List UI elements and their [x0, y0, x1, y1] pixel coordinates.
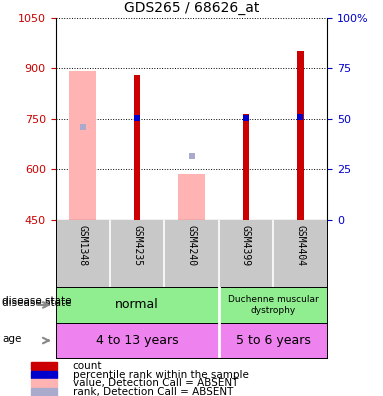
Text: count: count [73, 361, 102, 371]
Text: rank, Detection Call = ABSENT: rank, Detection Call = ABSENT [73, 387, 233, 396]
Text: disease state: disease state [2, 298, 71, 308]
Text: Duchenne muscular
dystrophy: Duchenne muscular dystrophy [228, 295, 318, 315]
Text: age: age [2, 333, 21, 344]
Text: GSM4399: GSM4399 [241, 225, 251, 266]
Bar [31, 371, 57, 378]
Bar [31, 379, 57, 387]
Bar [178, 174, 205, 220]
Text: GSM4240: GSM4240 [187, 225, 196, 266]
Bar [134, 75, 141, 220]
Title: GDS265 / 68626_at: GDS265 / 68626_at [124, 2, 259, 15]
Bar [31, 388, 57, 396]
Text: 4 to 13 years: 4 to 13 years [96, 334, 178, 347]
Text: GSM1348: GSM1348 [78, 225, 88, 266]
Bar [69, 71, 96, 220]
Text: percentile rank within the sample: percentile rank within the sample [73, 369, 249, 379]
Text: GSM4235: GSM4235 [132, 225, 142, 266]
Bar [242, 114, 249, 220]
Text: value, Detection Call = ABSENT: value, Detection Call = ABSENT [73, 378, 238, 388]
Text: normal: normal [115, 299, 159, 311]
Text: disease state: disease state [2, 296, 71, 306]
Bar [297, 51, 304, 220]
Bar [31, 362, 57, 370]
Text: 5 to 6 years: 5 to 6 years [236, 334, 311, 347]
Text: GSM4404: GSM4404 [295, 225, 305, 266]
